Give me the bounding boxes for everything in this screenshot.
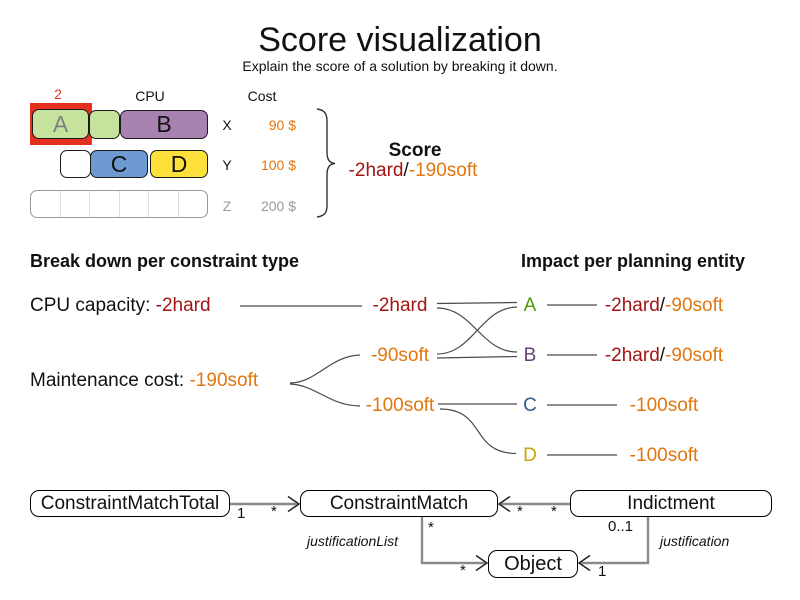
process-box-d: D <box>150 150 208 178</box>
mult-indictment-match-source: * <box>551 503 557 520</box>
score-soft-part: -190soft <box>408 160 478 181</box>
entity-c-impact: -100soft <box>629 395 699 416</box>
impact-heading: Impact per planning entity <box>521 251 746 271</box>
process-box-small-green <box>89 110 120 139</box>
entity-d-impact: -100soft <box>629 445 699 466</box>
match-value-90soft: -90soft <box>370 345 430 366</box>
entity-d-letter: D <box>523 445 537 466</box>
page-title: Score visualization <box>258 21 542 59</box>
entity-b-letter: B <box>523 345 537 366</box>
score-separator: / <box>403 160 409 181</box>
machine-z-empty-slots <box>30 190 208 218</box>
process-box-empty-white <box>60 150 91 178</box>
constraint-cpu-score: -2hard <box>155 295 211 316</box>
class-constraint-match-total: ConstraintMatchTotal <box>30 490 230 517</box>
breakdown-heading: Break down per constraint type <box>30 251 300 271</box>
entity-b-impact: -2hard/-90soft <box>584 345 744 367</box>
constraint-maintenance-label: Maintenance cost: <box>30 370 190 391</box>
mult-indictment-match-target: * <box>517 503 523 520</box>
machine-z-label: Z <box>222 198 232 214</box>
empty-slot <box>179 191 208 217</box>
arrowhead-into-object-right <box>577 554 591 572</box>
entity-a-letter: A <box>523 295 537 316</box>
mult-total-target: * <box>271 503 277 520</box>
cost-column-label: Cost <box>247 88 277 104</box>
score-hard-part: -2hard <box>348 160 404 181</box>
constraint-maintenance-score: -190soft <box>189 370 259 391</box>
entity-a-hard: -2hard <box>604 295 660 316</box>
empty-slot <box>149 191 179 217</box>
machine-z-cost: 200 $ <box>260 198 296 214</box>
assoc-label-justification-list: justificationList <box>307 533 399 549</box>
entity-a-impact: -2hard/-90soft <box>584 295 744 317</box>
entity-b-hard: -2hard <box>604 345 660 366</box>
constraint-maintenance-cost: Maintenance cost: -190soft <box>30 370 258 392</box>
process-box-a: A <box>32 109 89 139</box>
selection-count-badge: 2 <box>54 86 62 102</box>
machine-y-cost: 100 $ <box>260 157 296 173</box>
constraint-cpu-capacity: CPU capacity: -2hard <box>30 295 211 317</box>
breakdown-match-connectors <box>240 301 617 456</box>
entity-b-soft: -90soft <box>665 345 724 366</box>
empty-slot <box>61 191 90 217</box>
entity-a-soft: -90soft <box>665 295 724 316</box>
machine-y-label: Y <box>222 157 232 173</box>
empty-slot <box>31 191 61 217</box>
class-constraint-match: ConstraintMatch <box>300 490 498 517</box>
mult-justification-list-target: * <box>460 562 466 579</box>
entity-a-separator: / <box>659 295 666 316</box>
mult-justification-target: 1 <box>598 563 607 580</box>
score-heading: Score <box>388 140 442 161</box>
match-value-2hard: -2hard <box>372 295 428 316</box>
process-box-b: B <box>120 110 208 139</box>
entity-c-letter: C <box>523 395 537 416</box>
arrowhead-into-constraintmatch-right <box>497 495 511 513</box>
mult-total-source: 1 <box>237 505 246 522</box>
arrowhead-into-object-left <box>475 554 489 572</box>
mult-justification-source: 0..1 <box>608 518 634 535</box>
arrowhead-into-constraintmatch-left <box>287 495 301 513</box>
match-value-100soft: -100soft <box>365 395 435 416</box>
mult-justification-list-source: * <box>428 519 434 536</box>
page-subtitle: Explain the score of a solution by break… <box>242 58 558 74</box>
entity-b-separator: / <box>659 345 666 366</box>
machine-x-label: X <box>222 117 232 133</box>
constraint-cpu-label: CPU capacity: <box>30 295 156 316</box>
score-brace <box>316 108 336 218</box>
empty-slot <box>90 191 120 217</box>
class-indictment: Indictment <box>570 490 772 517</box>
class-object: Object <box>488 550 578 578</box>
assoc-label-justification: justification <box>660 533 730 549</box>
empty-slot <box>120 191 149 217</box>
machine-x-cost: 90 $ <box>268 117 296 133</box>
process-box-c: C <box>90 150 148 178</box>
score-value: -2hard/-190soft <box>343 160 483 182</box>
cpu-column-label: CPU <box>135 88 165 104</box>
